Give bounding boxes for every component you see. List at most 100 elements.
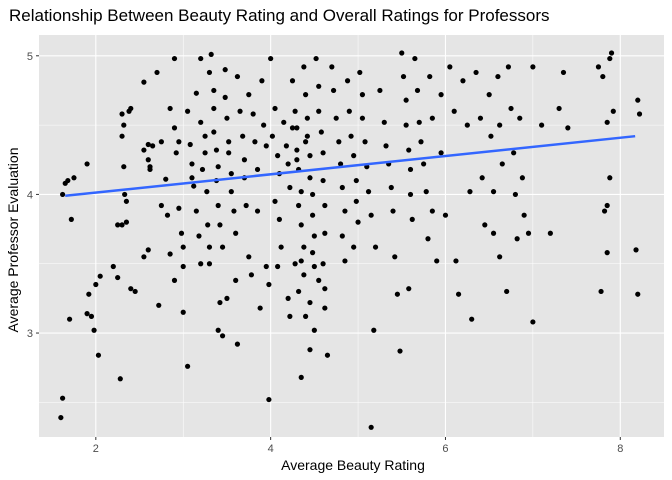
data-point <box>269 133 275 139</box>
data-point <box>412 55 418 62</box>
data-point <box>310 250 316 256</box>
data-point <box>287 313 293 319</box>
data-point <box>171 55 178 62</box>
data-point <box>497 254 503 260</box>
data-point <box>272 105 278 112</box>
data-point <box>497 122 503 128</box>
data-point <box>421 161 427 167</box>
data-point <box>490 189 497 195</box>
data-point <box>512 191 518 198</box>
data-point <box>275 153 281 159</box>
data-point <box>316 108 322 114</box>
data-point <box>517 115 523 121</box>
data-point <box>486 92 492 98</box>
data-point <box>403 97 409 103</box>
data-point <box>368 212 374 218</box>
data-point <box>202 133 208 139</box>
data-point <box>292 261 298 267</box>
data-point <box>91 327 97 333</box>
data-point <box>294 125 300 131</box>
data-point <box>206 261 213 267</box>
data-point <box>407 166 414 173</box>
data-point <box>204 189 210 195</box>
data-point <box>145 247 151 253</box>
data-point <box>427 73 433 80</box>
data-point <box>365 189 372 195</box>
data-point <box>180 309 186 315</box>
data-point <box>409 216 415 222</box>
data-point <box>505 64 512 70</box>
data-point <box>224 295 230 301</box>
data-point <box>390 208 396 214</box>
data-point <box>418 139 424 145</box>
data-point <box>189 175 195 181</box>
data-point <box>359 115 366 121</box>
data-point <box>351 244 357 250</box>
data-point <box>217 222 223 228</box>
data-point <box>371 327 377 333</box>
data-point <box>289 78 296 84</box>
data-point <box>60 191 66 198</box>
data-point <box>303 92 309 98</box>
data-point <box>234 341 241 347</box>
data-point <box>406 286 412 292</box>
data-point <box>240 133 246 139</box>
data-point <box>150 143 156 149</box>
data-point <box>171 125 178 131</box>
data-point <box>211 105 217 112</box>
data-point <box>429 115 435 121</box>
x-tick-label: 2 <box>93 443 99 455</box>
data-point <box>257 305 263 311</box>
data-point <box>189 161 195 167</box>
data-point <box>595 64 602 70</box>
data-point <box>330 87 337 94</box>
data-point <box>604 202 610 209</box>
data-point <box>119 222 125 228</box>
data-point <box>180 263 186 270</box>
data-point <box>607 55 613 62</box>
data-point <box>261 122 267 128</box>
data-point <box>176 205 182 211</box>
data-point <box>392 254 398 260</box>
data-point <box>304 115 310 121</box>
data-point <box>126 108 132 114</box>
data-point <box>158 139 164 145</box>
data-point <box>180 244 186 250</box>
data-point <box>246 254 252 260</box>
data-point <box>322 305 328 311</box>
data-point <box>254 208 261 214</box>
data-point <box>215 164 221 170</box>
data-point <box>154 69 160 76</box>
data-point <box>147 166 153 173</box>
data-point <box>287 184 293 191</box>
data-point <box>121 164 127 170</box>
y-tick-label: 5 <box>27 51 33 63</box>
data-point <box>416 119 422 125</box>
data-point <box>215 327 221 333</box>
data-point <box>348 133 354 139</box>
data-point <box>250 111 256 117</box>
data-point <box>233 230 239 236</box>
data-point <box>511 150 517 156</box>
data-point <box>604 250 610 256</box>
data-point <box>301 272 307 278</box>
data-point <box>115 274 121 281</box>
data-point <box>608 50 615 56</box>
data-point <box>266 396 272 403</box>
data-point <box>425 236 431 242</box>
data-point <box>482 222 488 228</box>
data-point <box>301 244 307 250</box>
data-point <box>499 161 505 167</box>
data-point <box>344 78 351 84</box>
data-point <box>339 233 345 239</box>
data-point <box>311 327 317 333</box>
data-point <box>65 177 71 184</box>
data-point <box>479 175 485 181</box>
data-point <box>115 222 121 228</box>
x-tick-label: 8 <box>617 443 623 455</box>
data-point <box>388 184 394 191</box>
data-point <box>119 133 125 139</box>
data-point <box>93 281 99 288</box>
data-point <box>320 261 326 267</box>
